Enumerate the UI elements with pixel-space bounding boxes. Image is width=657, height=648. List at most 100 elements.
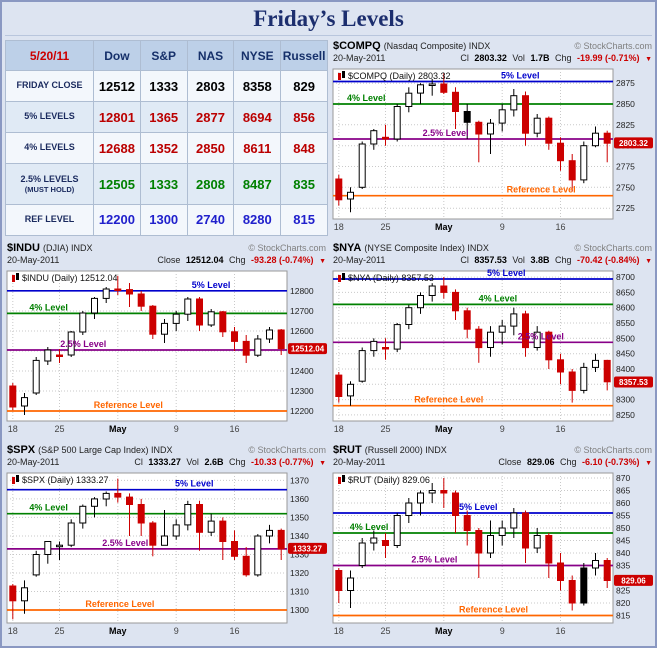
chart-symbol[interactable]: $NYA [333, 242, 362, 254]
candles [335, 73, 611, 213]
y-tick-label: 8500 [616, 333, 635, 343]
y-tick-label: 2725 [616, 203, 635, 213]
chart-title-row: $INDU (DJIA) INDX © StockCharts.com [5, 242, 328, 255]
table-header-row: 5/20/11 Dow S&P NAS NYSE Russell [5, 40, 328, 71]
cell-value: 1365 [139, 101, 188, 134]
row-label-4pct: 4% LEVELS [5, 132, 94, 165]
candlestick-style-icon [12, 477, 15, 484]
chart-title-row: $RUT (Russell 2000) INDX © StockCharts.c… [331, 444, 654, 457]
x-tick-label: 25 [54, 424, 64, 434]
chart-index-name: (DJIA) INDX [43, 243, 93, 253]
chevron-down-icon[interactable]: ▼ [319, 460, 326, 467]
level-label-l4: 4% Level [29, 302, 68, 312]
y-tick-label: 815 [616, 611, 630, 621]
cell-value: 12688 [93, 132, 141, 165]
stockcharts-attribution[interactable]: © StockCharts.com [574, 445, 652, 455]
price-chart: 8250830083508400845085008550860086508700… [332, 268, 653, 434]
change-value: -19.99 (-0.71%) [577, 53, 640, 63]
y-tick-label: 825 [616, 586, 630, 596]
chart-spx: $SPX (S&P 500 Large Cap Index) INDX © St… [5, 444, 328, 642]
y-tick-label: 1370 [290, 475, 309, 485]
y-tick-label: 8250 [616, 410, 635, 420]
candles [335, 277, 611, 406]
chart-symbol[interactable]: $RUT [333, 444, 362, 456]
volume-value: 3.8B [530, 255, 550, 265]
chevron-down-icon[interactable]: ▼ [645, 56, 652, 63]
y-tick-label: 2750 [616, 182, 635, 192]
cell-value: 1300 [139, 203, 188, 237]
x-tick-label: May [435, 222, 453, 232]
price-chart: 27252750277528002825285028751825May9165%… [332, 68, 653, 232]
price-chart: 8158208258308358408458508558608658701825… [332, 472, 653, 636]
y-tick-label: 8400 [616, 364, 635, 374]
candles [9, 275, 285, 415]
x-tick-label: 18 [334, 626, 344, 636]
y-tick-label: 865 [616, 486, 630, 496]
y-tick-label: 2850 [616, 99, 635, 109]
col-header-nas: NAS [186, 40, 235, 71]
y-tick-label: 1310 [290, 587, 309, 597]
level-label-ref: Reference Level [414, 395, 483, 405]
y-tick-label: 1350 [290, 512, 309, 522]
chart-date: 20-May-2011 [333, 457, 386, 467]
stockcharts-attribution[interactable]: © StockCharts.com [574, 41, 652, 51]
chevron-down-icon[interactable]: ▼ [319, 258, 326, 265]
chart-symbol[interactable]: $INDU [7, 242, 41, 254]
stockcharts-attribution[interactable]: © StockCharts.com [248, 445, 326, 455]
levels-table-panel: 5/20/11 Dow S&P NAS NYSE Russell FRIDAY … [5, 40, 328, 238]
chevron-down-icon[interactable]: ▼ [645, 258, 652, 265]
plot-area [332, 270, 614, 422]
y-tick-label: 860 [616, 498, 630, 508]
close-label: Cl [134, 457, 143, 467]
chart-symbol[interactable]: $SPX [7, 444, 36, 456]
col-header-sp: S&P [139, 40, 188, 71]
table-date: 5/20/11 [5, 40, 94, 71]
chart-compq: $COMPQ (Nasdaq Composite) INDX © StockCh… [331, 40, 654, 238]
x-tick-label: 16 [229, 424, 239, 434]
stockcharts-attribution[interactable]: © StockCharts.com [574, 243, 652, 253]
volume-value: 2.6B [204, 457, 224, 467]
quote-summary: Cl 1333.27 Vol 2.6B Chg -10.33 (-0.77%) … [131, 457, 326, 467]
y-tick-label: 820 [616, 598, 630, 608]
price-tag [614, 137, 653, 149]
chart-symbol[interactable]: $COMPQ [333, 40, 381, 52]
plot-area [6, 270, 288, 422]
x-tick-label: 16 [229, 626, 239, 636]
price-tag-label: 1333.27 [293, 544, 322, 553]
chart-date: 20-May-2011 [333, 53, 386, 63]
chart-title-row: $COMPQ (Nasdaq Composite) INDX © StockCh… [331, 40, 654, 53]
close-value: 8357.53 [474, 255, 507, 265]
volume-label: Vol [512, 255, 525, 265]
cell-value: 8487 [233, 163, 282, 205]
title-bar: Friday’s Levels [5, 4, 652, 36]
chart-nya: $NYA (NYSE Composite Index) INDX © Stock… [331, 242, 654, 440]
cell-value: 8611 [233, 132, 282, 165]
level-label-l25: 2.5% Level [102, 538, 148, 548]
x-tick-label: 25 [54, 626, 64, 636]
stockcharts-attribution[interactable]: © StockCharts.com [248, 243, 326, 253]
chevron-down-icon[interactable]: ▼ [645, 460, 652, 467]
y-tick-label: 855 [616, 511, 630, 521]
y-tick-label: 870 [616, 473, 630, 483]
price-chart: 122001230012400125001260012700128001825M… [6, 270, 327, 434]
y-tick-label: 12400 [290, 366, 314, 376]
change-label: Chg [228, 255, 246, 265]
level-label-l5: 5% Level [459, 502, 498, 512]
y-tick-label: 8450 [616, 349, 635, 359]
chart-quote-row: 20-May-2011 Cl 1333.27 Vol 2.6B Chg -10.… [5, 457, 328, 470]
close-label: Cl [460, 255, 469, 265]
y-tick-label: 1320 [290, 568, 309, 578]
cell-value: 2740 [186, 203, 235, 237]
chart-quote-row: 20-May-2011 Close 12512.04 Chg -93.28 (-… [5, 255, 328, 268]
price-tag-label: 8357.53 [619, 378, 648, 387]
cell-value: 12512 [93, 69, 141, 103]
row-label-5pct: 5% LEVELS [5, 101, 94, 134]
price-tag-label: 829.06 [621, 576, 646, 585]
level-label-l4: 4% Level [350, 522, 389, 532]
quote-summary: Cl 2803.32 Vol 1.7B Chg -19.99 (-0.71%) … [457, 53, 652, 63]
level-label-l4: 4% Level [347, 93, 386, 103]
cell-value: 8280 [233, 203, 282, 237]
cell-value: 1333 [139, 69, 188, 103]
y-tick-label: 1330 [290, 550, 309, 560]
plot-area [332, 472, 614, 624]
